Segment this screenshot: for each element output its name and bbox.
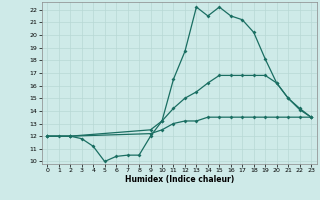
X-axis label: Humidex (Indice chaleur): Humidex (Indice chaleur) xyxy=(124,175,234,184)
